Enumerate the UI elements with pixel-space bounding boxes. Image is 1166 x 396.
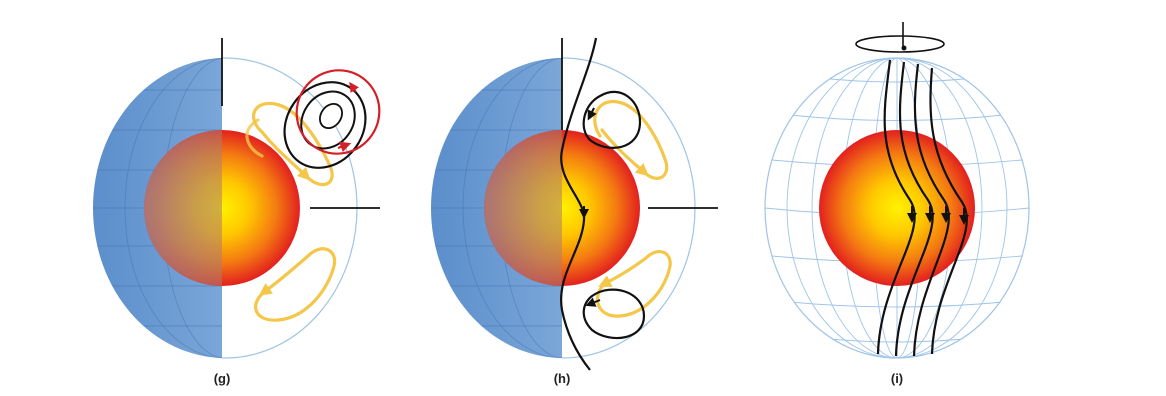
field-loops <box>283 69 381 169</box>
field-lines <box>876 59 969 357</box>
panel-g: (g) <box>93 38 381 386</box>
label-h: (h) <box>554 371 571 386</box>
panel-h: (h) <box>431 37 718 386</box>
convection-loop-lower <box>596 249 672 318</box>
core <box>819 130 975 286</box>
label-g: (g) <box>214 371 231 386</box>
label-i: (i) <box>891 371 903 386</box>
rotation-ring <box>855 35 945 53</box>
convection-loop-upper <box>245 101 334 187</box>
convection-loop-lower <box>254 247 337 322</box>
stretched-field-line <box>560 37 598 371</box>
convection-loop-upper <box>593 99 669 180</box>
field-loops <box>582 90 646 340</box>
panel-i: (i) <box>764 22 1030 386</box>
